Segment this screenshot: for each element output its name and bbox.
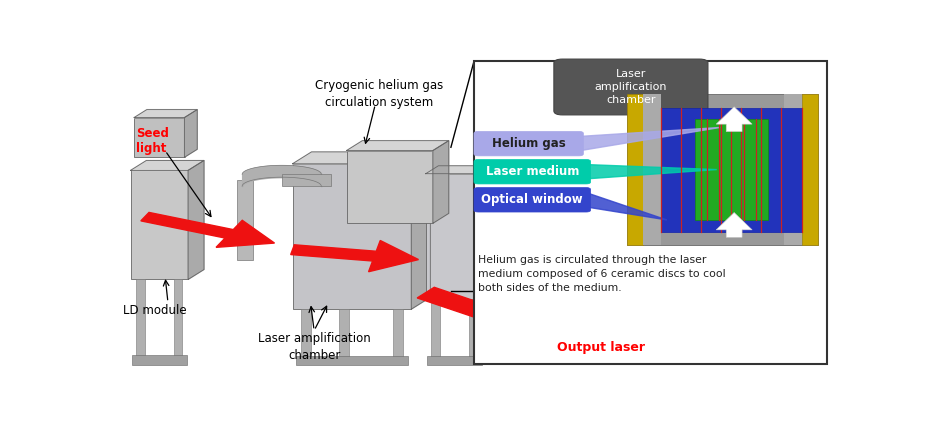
Text: Output laser: Output laser (556, 341, 644, 353)
FancyBboxPatch shape (296, 356, 407, 366)
Text: Optical window: Optical window (481, 193, 583, 206)
Polygon shape (425, 166, 496, 174)
FancyBboxPatch shape (281, 174, 330, 186)
Polygon shape (290, 241, 418, 272)
Text: LD module: LD module (123, 304, 187, 317)
Polygon shape (141, 212, 275, 248)
Text: Helium gas: Helium gas (491, 137, 565, 150)
FancyBboxPatch shape (134, 118, 185, 157)
FancyBboxPatch shape (130, 170, 187, 279)
Text: Helium gas is circulated through the laser
medium composed of 6 ceramic discs to: Helium gas is circulated through the las… (478, 255, 725, 293)
Text: Laser amplification
chamber: Laser amplification chamber (257, 332, 370, 362)
Polygon shape (187, 160, 204, 279)
FancyBboxPatch shape (694, 119, 767, 220)
Polygon shape (346, 141, 448, 151)
FancyBboxPatch shape (473, 160, 590, 184)
Text: Seed
light: Seed light (136, 127, 169, 155)
FancyBboxPatch shape (469, 299, 477, 364)
FancyBboxPatch shape (431, 299, 440, 364)
FancyBboxPatch shape (425, 174, 483, 299)
FancyBboxPatch shape (237, 180, 252, 260)
FancyBboxPatch shape (473, 61, 826, 364)
FancyBboxPatch shape (553, 59, 707, 115)
Polygon shape (715, 107, 752, 132)
Polygon shape (578, 127, 719, 151)
Polygon shape (130, 160, 204, 170)
Polygon shape (134, 110, 197, 118)
FancyBboxPatch shape (136, 279, 145, 364)
FancyBboxPatch shape (174, 279, 182, 364)
Polygon shape (715, 212, 752, 237)
Text: Laser
amplification
chamber: Laser amplification chamber (594, 69, 666, 105)
FancyBboxPatch shape (339, 309, 348, 364)
Polygon shape (185, 110, 197, 157)
FancyBboxPatch shape (427, 356, 482, 366)
FancyBboxPatch shape (642, 94, 661, 245)
FancyBboxPatch shape (393, 309, 402, 364)
FancyBboxPatch shape (346, 151, 432, 223)
FancyBboxPatch shape (132, 355, 187, 365)
FancyBboxPatch shape (802, 94, 818, 245)
Polygon shape (417, 287, 548, 336)
FancyBboxPatch shape (301, 309, 310, 364)
FancyBboxPatch shape (783, 94, 802, 245)
Polygon shape (292, 152, 430, 164)
FancyBboxPatch shape (473, 187, 590, 212)
FancyBboxPatch shape (292, 164, 411, 309)
Polygon shape (586, 193, 666, 220)
Text: Laser medium: Laser medium (485, 165, 578, 178)
Polygon shape (432, 141, 448, 223)
FancyBboxPatch shape (473, 131, 583, 156)
Polygon shape (483, 166, 496, 299)
FancyBboxPatch shape (626, 94, 642, 245)
Polygon shape (411, 152, 430, 309)
Polygon shape (586, 165, 716, 179)
Text: Cryogenic helium gas
circulation system: Cryogenic helium gas circulation system (315, 79, 443, 109)
FancyBboxPatch shape (626, 94, 818, 245)
FancyBboxPatch shape (661, 108, 801, 232)
